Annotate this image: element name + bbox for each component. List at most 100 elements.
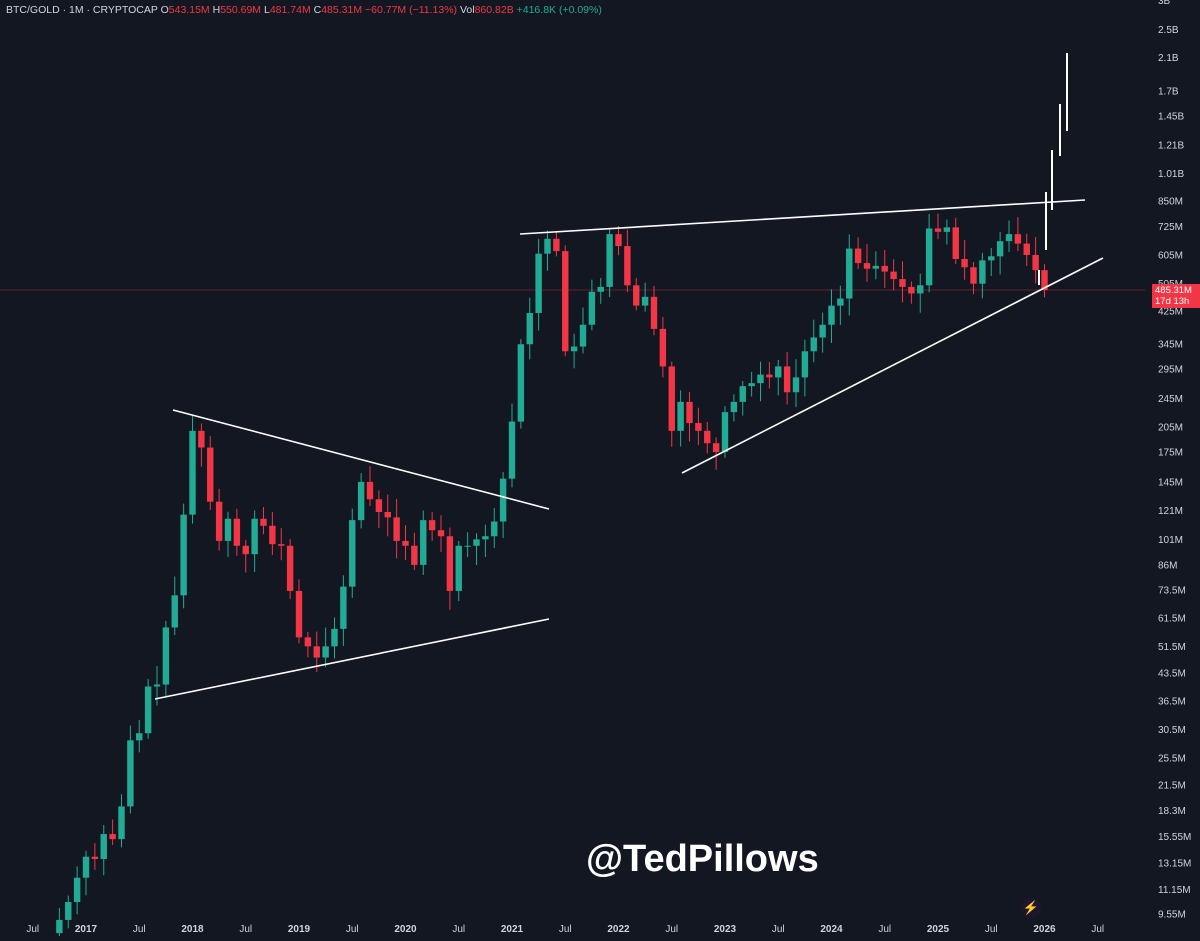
candle-down[interactable]: [952, 227, 959, 259]
candle-down[interactable]: [1032, 255, 1039, 271]
candle-up[interactable]: [100, 834, 107, 860]
candle-down[interactable]: [375, 499, 383, 512]
candle-down[interactable]: [899, 279, 906, 287]
candle-down[interactable]: [366, 481, 374, 500]
candle-up[interactable]: [357, 481, 365, 521]
candle-up[interactable]: [224, 518, 232, 541]
candle-down[interactable]: [854, 248, 862, 264]
candle-down[interactable]: [402, 540, 409, 546]
lightning-bolt-icon[interactable]: ⚡: [1021, 898, 1041, 918]
candle-up[interactable]: [1005, 234, 1013, 242]
candle-up[interactable]: [846, 248, 853, 299]
candle-up[interactable]: [872, 265, 880, 269]
candle-up[interactable]: [464, 545, 471, 547]
candle-up[interactable]: [757, 374, 764, 384]
candle-up[interactable]: [349, 520, 356, 587]
candle-up[interactable]: [979, 260, 986, 284]
candle-down[interactable]: [286, 545, 294, 591]
candle-down[interactable]: [695, 423, 702, 431]
candle-up[interactable]: [136, 733, 143, 741]
candle-up[interactable]: [251, 518, 258, 555]
candle-up[interactable]: [801, 351, 809, 378]
candle-up[interactable]: [482, 536, 489, 540]
candle-up[interactable]: [739, 386, 746, 402]
candle-down[interactable]: [970, 267, 977, 284]
candle-down[interactable]: [198, 430, 205, 448]
candle-down[interactable]: [91, 856, 99, 860]
candle-up[interactable]: [810, 337, 817, 352]
candle-up[interactable]: [144, 686, 152, 734]
candle-up[interactable]: [162, 627, 170, 685]
candle-down[interactable]: [553, 238, 560, 252]
candle-down[interactable]: [562, 251, 569, 352]
candle-up[interactable]: [792, 377, 800, 393]
candle-up[interactable]: [606, 234, 613, 287]
candle-down[interactable]: [428, 520, 436, 531]
candle-down[interactable]: [437, 530, 445, 537]
candle-up[interactable]: [82, 856, 90, 878]
candle-down[interactable]: [668, 366, 675, 431]
candle-down[interactable]: [890, 271, 897, 280]
candle-up[interactable]: [535, 253, 542, 313]
candle-down[interactable]: [650, 296, 658, 329]
candle-up[interactable]: [588, 291, 596, 325]
candle-down[interactable]: [908, 286, 915, 294]
candle-up[interactable]: [499, 478, 507, 522]
candle-down[interactable]: [278, 544, 285, 546]
candle-up[interactable]: [943, 227, 951, 232]
candle-up[interactable]: [508, 421, 516, 479]
candle-down[interactable]: [766, 374, 773, 378]
candle-up[interactable]: [721, 412, 729, 453]
candle-down[interactable]: [384, 511, 391, 518]
candle-up[interactable]: [988, 256, 995, 261]
candle-down[interactable]: [313, 646, 320, 658]
candle-up[interactable]: [775, 366, 782, 378]
candle-down[interactable]: [207, 447, 214, 502]
candle-down[interactable]: [269, 525, 276, 545]
candle-up[interactable]: [641, 296, 649, 306]
candle-up[interactable]: [730, 401, 738, 413]
candle-up[interactable]: [996, 241, 1004, 257]
candle-up[interactable]: [56, 919, 63, 934]
candle-down[interactable]: [624, 246, 631, 286]
candle-down[interactable]: [659, 328, 667, 367]
candle-up[interactable]: [677, 401, 684, 431]
candle-up[interactable]: [189, 430, 196, 515]
candle-up[interactable]: [322, 646, 329, 658]
candle-down[interactable]: [863, 263, 871, 269]
candle-down[interactable]: [633, 285, 640, 306]
candle-up[interactable]: [491, 521, 498, 537]
candle-up[interactable]: [455, 545, 462, 591]
candle-up[interactable]: [526, 312, 533, 345]
candle-up[interactable]: [171, 595, 178, 628]
candle-up[interactable]: [748, 383, 755, 387]
candle-up[interactable]: [73, 877, 81, 902]
candle-down[interactable]: [615, 234, 622, 247]
candle-up[interactable]: [837, 298, 844, 306]
candle-up[interactable]: [570, 346, 578, 352]
candle-down[interactable]: [242, 545, 249, 555]
candle-down[interactable]: [109, 834, 116, 840]
candle-up[interactable]: [127, 740, 134, 807]
candle-up[interactable]: [819, 324, 826, 338]
candle-up[interactable]: [828, 305, 835, 325]
symbol-label[interactable]: BTC/GOLD · 1M · CRYPTOCAP: [6, 4, 158, 16]
candle-up[interactable]: [597, 286, 604, 292]
candle-down[interactable]: [304, 637, 312, 647]
candle-down[interactable]: [881, 265, 888, 272]
candle-down[interactable]: [934, 228, 942, 232]
candle-down[interactable]: [1014, 234, 1022, 244]
candle-up[interactable]: [331, 628, 338, 647]
candle-up[interactable]: [65, 901, 72, 920]
candle-down[interactable]: [704, 430, 711, 444]
candle-up[interactable]: [579, 324, 587, 347]
candle-up[interactable]: [153, 684, 161, 687]
candle-down[interactable]: [446, 536, 454, 591]
candle-up[interactable]: [118, 806, 125, 840]
candle-down[interactable]: [712, 443, 720, 453]
candle-down[interactable]: [393, 517, 400, 541]
candle-up[interactable]: [925, 228, 933, 286]
candle-down[interactable]: [215, 501, 223, 541]
